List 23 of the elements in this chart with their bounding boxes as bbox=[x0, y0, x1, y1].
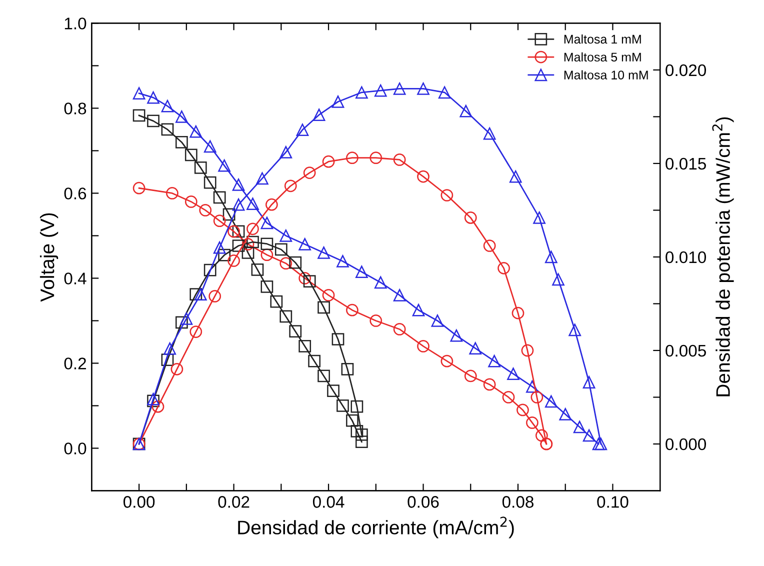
y2-tick-label: 0.005 bbox=[666, 344, 706, 357]
y-tick-label: 0.2 bbox=[64, 358, 86, 370]
y-tick-label: 0.8 bbox=[64, 102, 86, 114]
x-tick-label: 0.06 bbox=[408, 496, 439, 508]
y-tick-label: 0.6 bbox=[64, 188, 86, 200]
legend-label: Maltosa 1 mM bbox=[564, 34, 641, 44]
y2-axis-title: Densidad de potencia (mW/cm$^{2}$) bbox=[712, 117, 734, 396]
y2-tick-label: 0.020 bbox=[666, 64, 706, 76]
y2-tick-label: 0.000 bbox=[666, 438, 706, 450]
x-tick-label: 0.08 bbox=[502, 496, 534, 508]
y-tick-label: 0.4 bbox=[64, 272, 86, 284]
y-tick-label: 1.0 bbox=[64, 18, 86, 30]
y-tick-label: 0.0 bbox=[64, 442, 86, 454]
x-tick-label: 0.02 bbox=[218, 496, 250, 508]
y2-tick-label: 0.010 bbox=[666, 251, 706, 264]
y2-tick-label: 0.015 bbox=[666, 158, 706, 170]
y-axis-title: Voltaje (V) bbox=[40, 213, 58, 302]
legend-label: Maltosa 10 mM bbox=[564, 70, 648, 80]
x-axis-title: Densidad de corriente (mA/cm$^{2}$) bbox=[238, 516, 514, 538]
x-tick-label: 0.10 bbox=[597, 496, 628, 508]
legend-label: Maltosa 5 mM bbox=[564, 52, 641, 62]
x-tick-label: 0.04 bbox=[312, 496, 344, 508]
x-tick-label: 0.00 bbox=[123, 496, 155, 508]
